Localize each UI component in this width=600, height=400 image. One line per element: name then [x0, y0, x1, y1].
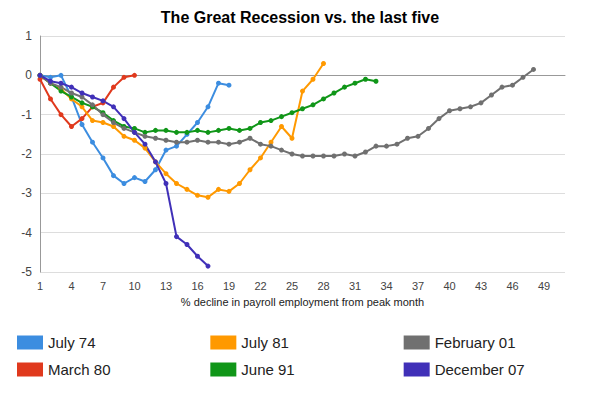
- svg-text:July 81: July 81: [241, 334, 289, 351]
- svg-text:43: 43: [475, 280, 487, 292]
- svg-text:1: 1: [25, 29, 32, 43]
- svg-text:7: 7: [100, 280, 106, 292]
- svg-text:34: 34: [380, 280, 392, 292]
- svg-text:10: 10: [128, 280, 140, 292]
- svg-text:-5: -5: [21, 265, 32, 279]
- svg-text:February 01: February 01: [435, 334, 516, 351]
- svg-text:0: 0: [25, 68, 32, 82]
- svg-text:4: 4: [68, 280, 74, 292]
- svg-text:1: 1: [37, 280, 43, 292]
- svg-text:13: 13: [160, 280, 172, 292]
- svg-text:-1: -1: [21, 108, 32, 122]
- svg-text:40: 40: [443, 280, 455, 292]
- svg-text:December 07: December 07: [435, 361, 525, 378]
- svg-text:19: 19: [223, 280, 235, 292]
- svg-text:37: 37: [412, 280, 424, 292]
- svg-text:% decline in payroll employmen: % decline in payroll employment from pea…: [181, 296, 424, 308]
- svg-text:28: 28: [317, 280, 329, 292]
- svg-text:49: 49: [538, 280, 550, 292]
- svg-text:31: 31: [349, 280, 361, 292]
- svg-text:46: 46: [506, 280, 518, 292]
- svg-text:March 80: March 80: [48, 361, 111, 378]
- svg-text:-3: -3: [21, 186, 32, 200]
- svg-text:-4: -4: [21, 226, 32, 240]
- svg-text:22: 22: [254, 280, 266, 292]
- svg-text:The Great Recession vs. the la: The Great Recession vs. the last five: [161, 9, 439, 26]
- svg-text:June 91: June 91: [241, 361, 294, 378]
- svg-text:July 74: July 74: [48, 334, 96, 351]
- svg-text:-2: -2: [21, 147, 32, 161]
- svg-text:25: 25: [286, 280, 298, 292]
- svg-text:16: 16: [191, 280, 203, 292]
